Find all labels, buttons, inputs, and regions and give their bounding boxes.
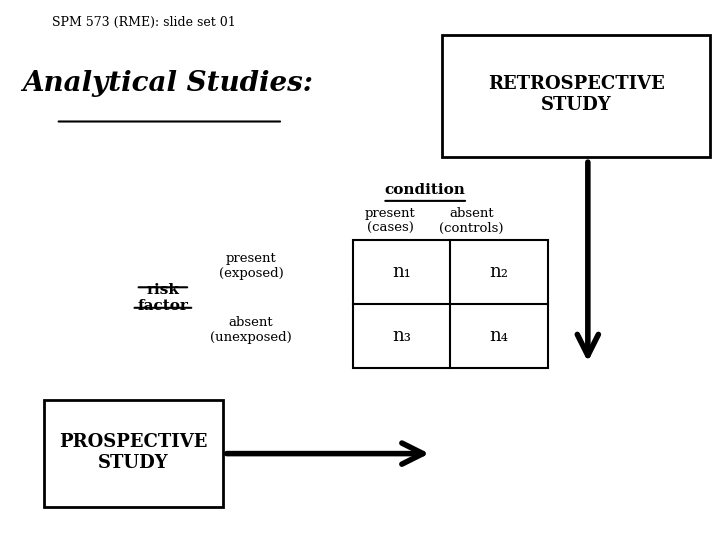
- Text: absent
(unexposed): absent (unexposed): [210, 316, 292, 345]
- Text: n₄: n₄: [490, 327, 508, 345]
- Text: SPM 573 (RME): slide set 01: SPM 573 (RME): slide set 01: [53, 16, 236, 29]
- FancyBboxPatch shape: [442, 35, 710, 157]
- Text: absent
(controls): absent (controls): [439, 207, 503, 235]
- Bar: [353, 240, 548, 368]
- Text: present
(exposed): present (exposed): [219, 252, 284, 280]
- Text: n₃: n₃: [392, 327, 411, 345]
- Text: condition: condition: [384, 183, 466, 197]
- Text: PROSPECTIVE
STUDY: PROSPECTIVE STUDY: [59, 433, 207, 472]
- FancyBboxPatch shape: [44, 400, 223, 507]
- Text: risk
factor: risk factor: [138, 283, 189, 313]
- Text: Analytical Studies:: Analytical Studies:: [22, 70, 313, 97]
- Text: n₁: n₁: [392, 263, 411, 281]
- Text: RETROSPECTIVE
STUDY: RETROSPECTIVE STUDY: [488, 75, 665, 114]
- Text: n₂: n₂: [490, 263, 508, 281]
- Text: present
(cases): present (cases): [364, 207, 415, 235]
